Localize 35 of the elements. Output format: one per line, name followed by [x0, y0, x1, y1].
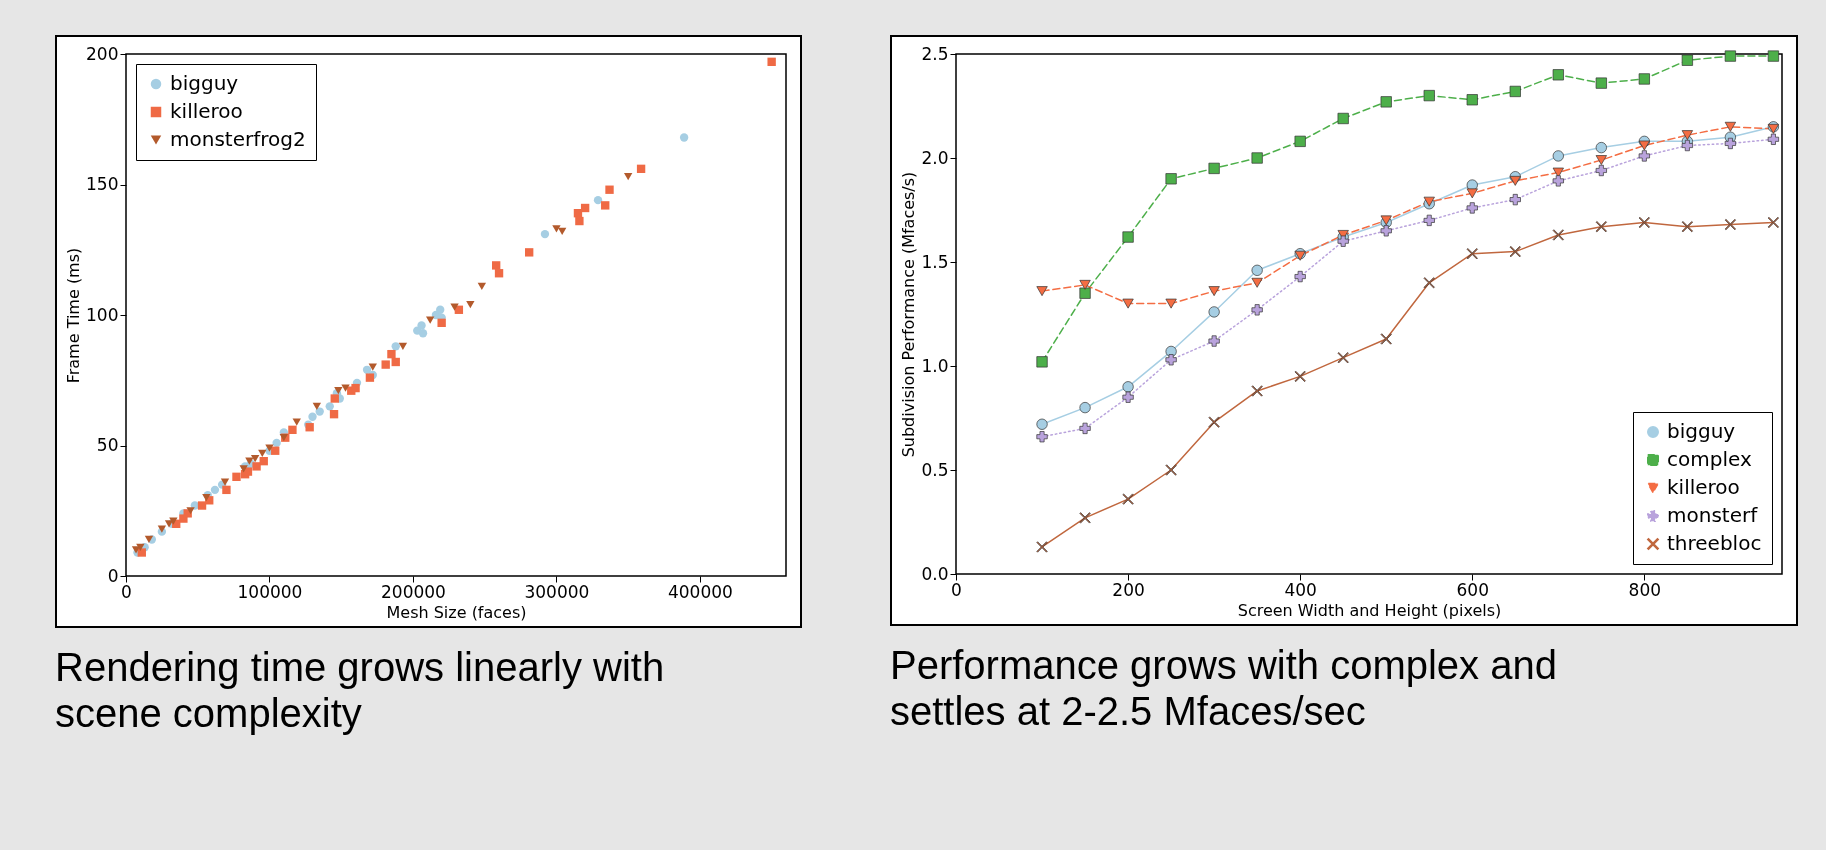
text: Rendering time grows linearly with scene complexity — [55, 644, 666, 736]
legend-label: complex — [1667, 447, 1752, 471]
y-tick-label: 0.0 — [921, 563, 949, 584]
x-tick-label: 100000 — [237, 581, 303, 602]
legend-label: bigguy — [1667, 419, 1736, 443]
legend-label: killeroo — [170, 99, 243, 123]
y-axis-title: Subdivision Performance (Mfaces/s) — [899, 171, 919, 458]
legend-label: threebloc — [1667, 531, 1762, 555]
y-axis-title: Frame Time (ms) — [64, 247, 84, 384]
legend-label: monsterfrog2 — [170, 127, 306, 151]
y-tick-label: 1.0 — [921, 355, 949, 376]
y-tick-label: 2.0 — [921, 147, 949, 168]
x-tick-label: 300000 — [524, 581, 590, 602]
x-tick-label: 400 — [1284, 579, 1317, 600]
y-tick-label: 200 — [86, 43, 119, 64]
text: Performance grows with complex and settles at 2-2.5 Mfaces/sec — [890, 642, 1558, 734]
y-tick-label: 150 — [86, 174, 119, 194]
y-tick-label: 100 — [86, 304, 119, 325]
legend-label: monsterf — [1667, 503, 1759, 527]
y-tick-label: 0.5 — [921, 459, 949, 480]
y-tick-label: 0 — [107, 565, 119, 586]
x-tick-label: 800 — [1628, 579, 1662, 600]
y-tick-label: 1.5 — [921, 251, 949, 272]
x-tick-label: 600 — [1456, 579, 1489, 600]
x-axis-title: Mesh Size (faces) — [386, 602, 527, 622]
y-tick-label: 2.5 — [921, 43, 949, 64]
x-tick-label: 400000 — [667, 581, 733, 602]
legend-label: bigguy — [170, 71, 239, 95]
x-tick-label: 200000 — [381, 581, 446, 602]
legend-label: killeroo — [1667, 475, 1740, 499]
x-tick-label: 0 — [951, 579, 962, 600]
x-axis-title: Screen Width and Height (pixels) — [1237, 600, 1502, 620]
y-tick-label: 50 — [96, 435, 119, 455]
x-tick-label: 0 — [121, 581, 132, 602]
x-tick-label: 200 — [1112, 579, 1145, 600]
